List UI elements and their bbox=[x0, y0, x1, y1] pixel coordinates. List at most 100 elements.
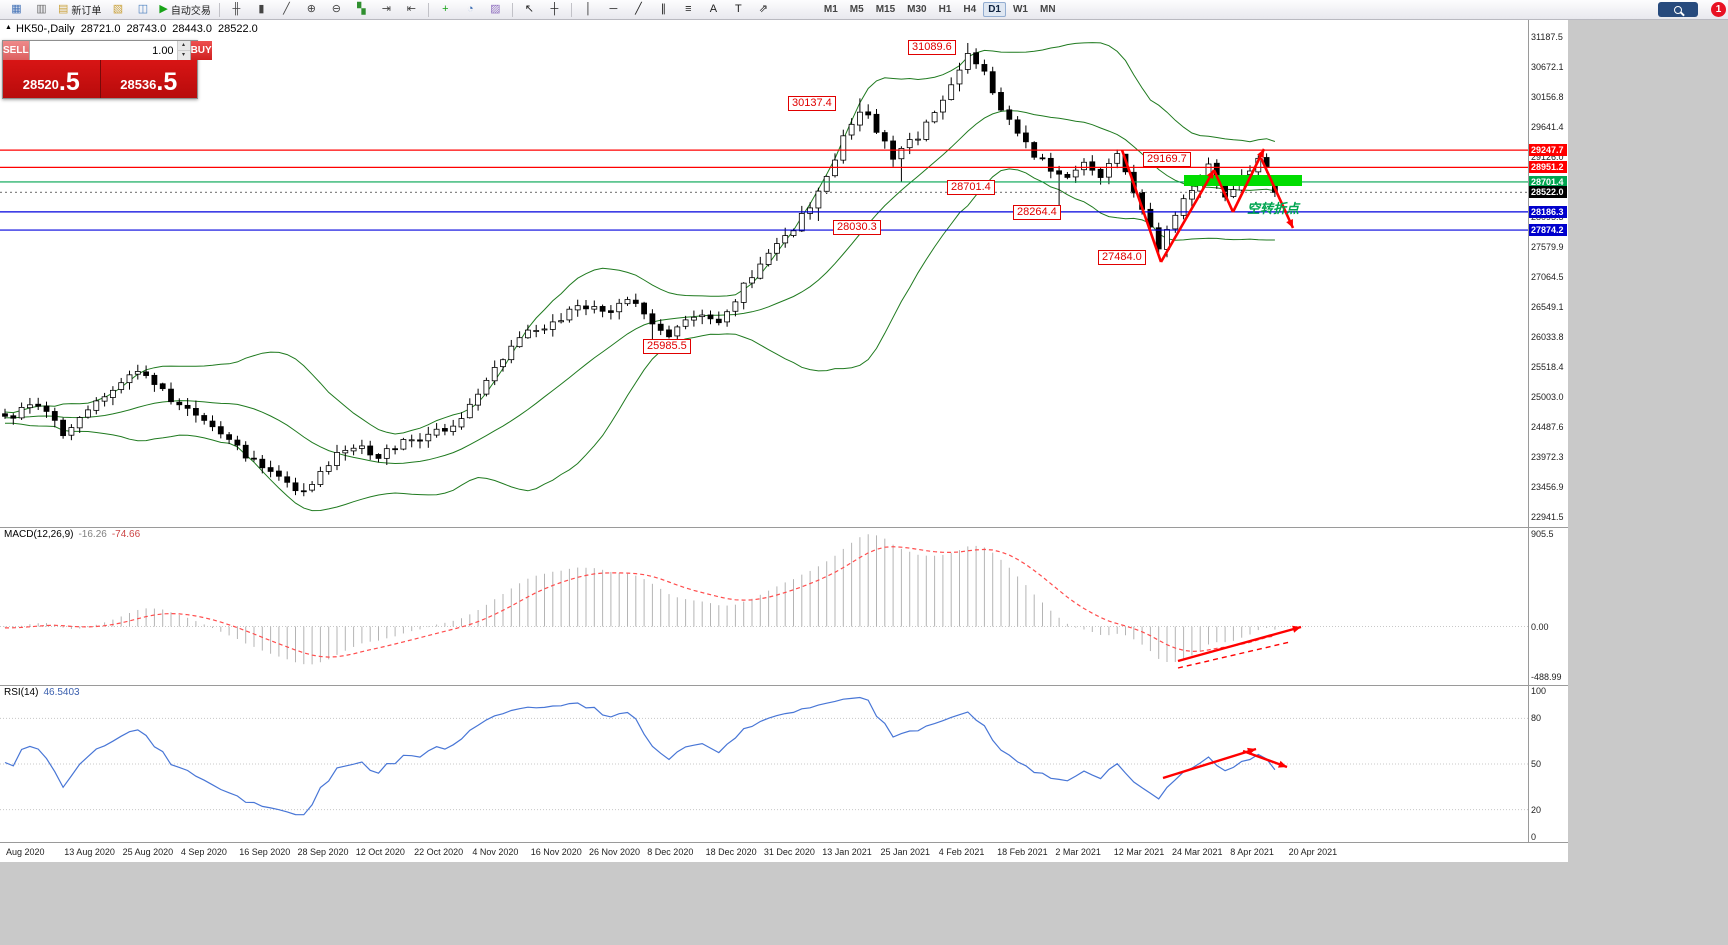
profiles-button[interactable]: ▧ bbox=[106, 0, 129, 19]
candle bbox=[110, 389, 116, 398]
tick-chart-button[interactable]: ▥ bbox=[30, 0, 53, 19]
timeframe-m15[interactable]: M15 bbox=[875, 4, 896, 15]
indicators-icon: + bbox=[442, 3, 449, 15]
candle bbox=[2, 413, 8, 417]
macd-axis-tick: -488.99 bbox=[1531, 671, 1562, 682]
candle bbox=[350, 447, 357, 452]
price-tick: 27064.5 bbox=[1531, 272, 1564, 283]
candle bbox=[599, 306, 606, 312]
volume-up-icon[interactable]: ▴ bbox=[177, 41, 190, 51]
sell-price-button[interactable]: 28520.5 bbox=[3, 60, 100, 98]
timeframe-w1[interactable]: W1 bbox=[1012, 4, 1028, 15]
search-box[interactable] bbox=[1658, 2, 1698, 17]
one-click-collapse-icon[interactable]: ▲ bbox=[5, 24, 12, 31]
timeframe-h1[interactable]: H1 bbox=[938, 4, 952, 15]
trendline-button[interactable]: ╱ bbox=[627, 0, 650, 19]
candle bbox=[732, 301, 739, 312]
zoom-out-button[interactable]: ⊖ bbox=[325, 0, 348, 19]
data-window-button[interactable]: ◫ bbox=[131, 0, 154, 19]
timeframe-h4[interactable]: H4 bbox=[963, 4, 977, 15]
volume-down-icon[interactable]: ▾ bbox=[177, 51, 190, 60]
price-tick: 22941.5 bbox=[1531, 512, 1564, 523]
price-tick: 29641.4 bbox=[1531, 122, 1564, 133]
chart-shift-button[interactable]: ⇤ bbox=[400, 0, 423, 19]
zoom-out-icon: ⊖ bbox=[331, 3, 341, 15]
chart-shift-icon: ⇤ bbox=[406, 3, 416, 15]
timeframe-m1[interactable]: M1 bbox=[823, 4, 838, 15]
data-window-icon: ◫ bbox=[137, 3, 149, 15]
candle bbox=[151, 374, 158, 385]
equidistant-channel-button[interactable]: ∥ bbox=[652, 0, 675, 19]
bollinger-upper-band bbox=[4, 42, 1276, 435]
trend-arrow[interactable] bbox=[1159, 169, 1216, 263]
candle bbox=[583, 305, 589, 310]
timeframe-mn[interactable]: MN bbox=[1039, 4, 1056, 15]
line-chart-mode-button[interactable]: ╱ bbox=[275, 0, 298, 19]
candle bbox=[300, 490, 307, 493]
candle bbox=[707, 314, 714, 320]
note-text[interactable]: 空转折点 bbox=[1247, 201, 1300, 216]
cursor-button[interactable]: ↖ bbox=[518, 0, 541, 19]
candle bbox=[898, 148, 905, 160]
text-label-button[interactable]: T bbox=[727, 0, 750, 19]
new-order-button[interactable]: ▤ 新订单 bbox=[55, 0, 104, 19]
trend-arrow[interactable] bbox=[1259, 157, 1295, 229]
buy-price-button[interactable]: 28536.5 bbox=[100, 60, 197, 98]
auto-scroll-button[interactable]: ⇥ bbox=[375, 0, 398, 19]
date-tick: 12 Mar 2021 bbox=[1113, 847, 1165, 857]
vertical-line-button[interactable]: │ bbox=[577, 0, 600, 19]
candle bbox=[1180, 198, 1187, 216]
candle bbox=[441, 428, 448, 432]
date-tick: 25 Jan 2021 bbox=[880, 847, 931, 857]
price-tick: 27579.9 bbox=[1531, 242, 1564, 253]
sell-button[interactable]: SELL bbox=[3, 41, 29, 60]
timeframe-m5[interactable]: M5 bbox=[849, 4, 864, 15]
templates-button[interactable]: ▨ bbox=[484, 0, 507, 19]
trend-arrow[interactable] bbox=[1231, 148, 1266, 213]
price-tick: 26033.8 bbox=[1531, 332, 1564, 343]
chart-window-button[interactable]: ▦ bbox=[5, 0, 28, 19]
volume-input[interactable] bbox=[29, 41, 177, 60]
fibonacci-button[interactable]: ≡ bbox=[677, 0, 700, 19]
date-axis: Aug 2020 13 Aug 2020 25 Aug 2020 4 Sep 2020… bbox=[0, 842, 1568, 862]
arrows-tool-button[interactable]: ⇗ bbox=[752, 0, 775, 19]
crosshair-button[interactable]: ┼ bbox=[543, 0, 566, 19]
highlight-rect[interactable] bbox=[1184, 175, 1302, 186]
candle bbox=[1064, 174, 1071, 178]
trend-arrow[interactable] bbox=[1212, 169, 1235, 213]
candle-chart-mode-button[interactable]: ▮ bbox=[250, 0, 273, 19]
candle bbox=[317, 471, 324, 485]
candle bbox=[881, 132, 888, 142]
trend-arrow[interactable] bbox=[1177, 641, 1291, 669]
candle bbox=[765, 252, 772, 265]
trend-arrow[interactable] bbox=[1120, 149, 1163, 263]
text-button[interactable]: A bbox=[702, 0, 725, 19]
timeframe-m30[interactable]: M30 bbox=[907, 4, 927, 15]
trend-arrow[interactable] bbox=[1162, 747, 1257, 780]
bar-chart-mode-button[interactable]: ╫ bbox=[225, 0, 248, 19]
candle bbox=[715, 318, 722, 324]
candle bbox=[93, 400, 100, 411]
tile-windows-button[interactable]: ▚ bbox=[350, 0, 373, 19]
candle bbox=[915, 138, 921, 141]
timeframe-d1[interactable]: D1 bbox=[983, 2, 1006, 17]
horizontal-line-button[interactable]: ─ bbox=[602, 0, 625, 19]
autotrading-button[interactable]: ▶ 自动交易 bbox=[156, 0, 213, 19]
rsi-axis-tick: 80 bbox=[1531, 713, 1542, 724]
periods-button[interactable]: ◔ bbox=[459, 0, 482, 19]
candle bbox=[292, 482, 299, 492]
notification-badge[interactable]: 1 bbox=[1711, 2, 1726, 17]
bollinger-bands-layer bbox=[4, 42, 1276, 512]
indicators-button[interactable]: + bbox=[434, 0, 457, 19]
auto-scroll-icon: ⇥ bbox=[381, 3, 391, 15]
candle bbox=[616, 302, 623, 313]
text-icon: A bbox=[709, 3, 718, 15]
price-tick: 31187.5 bbox=[1531, 32, 1563, 43]
buy-button[interactable]: BUY bbox=[190, 41, 212, 60]
candle bbox=[724, 311, 730, 323]
date-tick: 16 Sep 2020 bbox=[239, 847, 291, 857]
price-axis: 31187.530672.130156.829641.429126.028610… bbox=[1529, 20, 1568, 842]
date-tick: 4 Feb 2021 bbox=[938, 847, 985, 857]
trend-arrow[interactable] bbox=[1177, 625, 1302, 663]
zoom-in-button[interactable]: ⊕ bbox=[300, 0, 323, 19]
